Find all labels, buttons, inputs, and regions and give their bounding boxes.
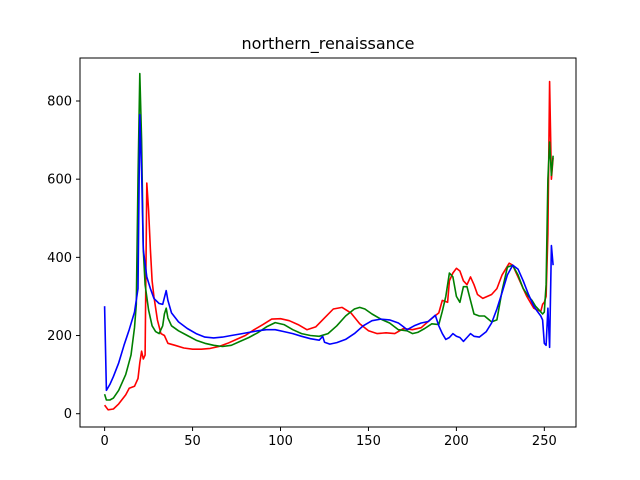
x-tick-label: 250	[532, 434, 557, 449]
y-tick-label: 200	[47, 329, 72, 344]
y-tick-label: 800	[47, 94, 72, 109]
chart-title: northern_renaissance	[242, 34, 415, 54]
x-tick-label: 50	[184, 434, 201, 449]
x-tick-label: 200	[444, 434, 469, 449]
axes-group: 0 50 100 150 200 250 0 200 400 600 800	[47, 57, 577, 449]
series-group	[103, 72, 554, 411]
x-tick-label: 100	[268, 434, 293, 449]
y-tick-label: 400	[47, 251, 72, 266]
y-tick-label: 600	[47, 173, 72, 188]
series-line-3	[103, 113, 554, 392]
y-tick-label: 0	[64, 407, 72, 422]
series-line-2	[103, 72, 554, 401]
plot-frame	[79, 57, 577, 428]
x-tick-label: 150	[356, 434, 381, 449]
x-tick-label: 0	[100, 434, 108, 449]
